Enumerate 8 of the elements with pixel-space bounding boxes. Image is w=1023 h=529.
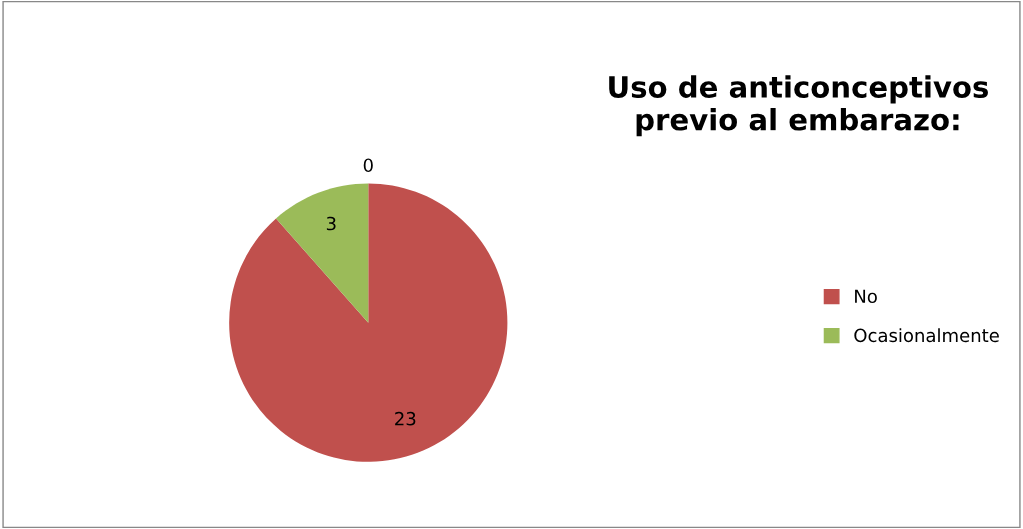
legend-label: Ocasionalmente: [854, 328, 999, 343]
pie-slice: [276, 183, 369, 323]
pie-slice: [229, 183, 508, 462]
legend-label: No: [855, 289, 877, 304]
text: 0: [363, 158, 373, 173]
data-label: 23: [395, 411, 416, 426]
chart-title: Uso de anticonceptivos previo al embarazo:: [609, 75, 988, 137]
data-label: 3: [326, 216, 336, 231]
